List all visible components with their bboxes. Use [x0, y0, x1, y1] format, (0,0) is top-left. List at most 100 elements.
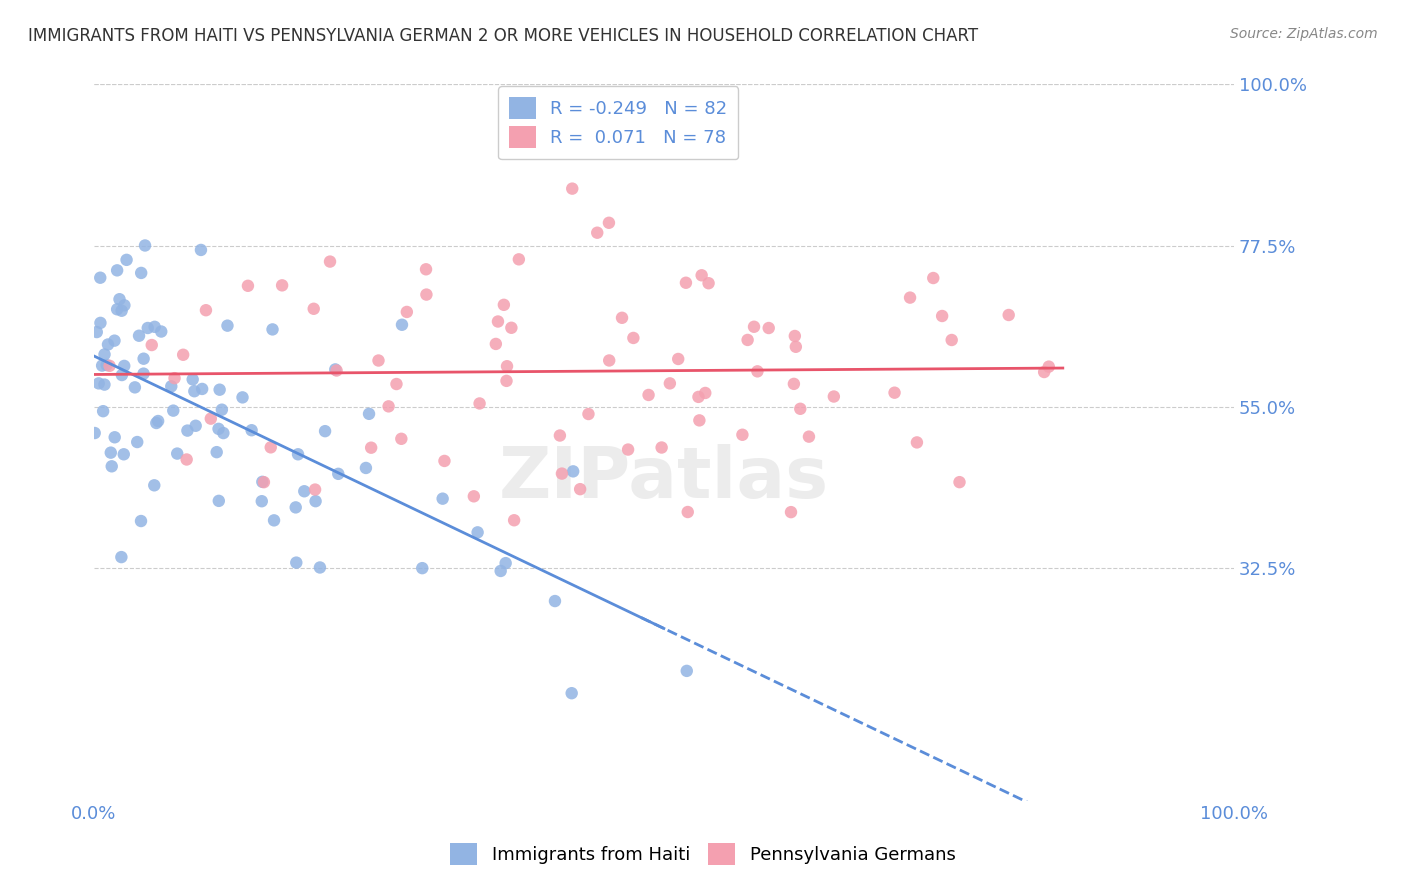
Point: [191, 382, 214, 396]
Point: [905, 435, 928, 450]
Point: [89, 316, 111, 330]
Point: [111, 303, 134, 318]
Point: [166, 447, 188, 461]
Point: [495, 374, 517, 388]
Point: [304, 483, 326, 497]
Point: [468, 396, 491, 410]
Point: [489, 564, 512, 578]
Point: [212, 426, 235, 441]
Point: [562, 464, 585, 478]
Point: [160, 379, 183, 393]
Point: [129, 514, 152, 528]
Point: [143, 319, 166, 334]
Point: [637, 388, 659, 402]
Point: [898, 291, 921, 305]
Point: [183, 384, 205, 399]
Point: [747, 364, 769, 378]
Point: [132, 367, 155, 381]
Point: [87, 376, 110, 391]
Point: [302, 301, 325, 316]
Point: [433, 454, 456, 468]
Point: [93, 347, 115, 361]
Point: [377, 400, 399, 414]
Point: [176, 452, 198, 467]
Point: [385, 377, 408, 392]
Point: [658, 376, 681, 391]
Point: [1038, 359, 1060, 374]
Point: [325, 363, 347, 377]
Point: [737, 333, 759, 347]
Point: [675, 664, 697, 678]
Point: [569, 482, 592, 496]
Point: [561, 181, 583, 195]
Point: [104, 430, 127, 444]
Point: [508, 252, 530, 267]
Point: [548, 428, 571, 442]
Point: [146, 414, 169, 428]
Point: [263, 513, 285, 527]
Point: [695, 386, 717, 401]
Point: [651, 441, 673, 455]
Point: [688, 390, 710, 404]
Point: [463, 489, 485, 503]
Point: [544, 594, 567, 608]
Point: [797, 430, 820, 444]
Point: [997, 308, 1019, 322]
Point: [108, 292, 131, 306]
Point: [205, 445, 228, 459]
Point: [292, 484, 315, 499]
Point: [503, 513, 526, 527]
Point: [105, 302, 128, 317]
Point: [690, 268, 713, 283]
Point: [194, 303, 217, 318]
Point: [485, 337, 508, 351]
Point: [586, 226, 609, 240]
Point: [789, 401, 811, 416]
Point: [211, 402, 233, 417]
Point: [492, 298, 515, 312]
Point: [250, 494, 273, 508]
Point: [357, 407, 380, 421]
Point: [666, 351, 689, 366]
Point: [598, 216, 620, 230]
Point: [127, 435, 149, 450]
Point: [415, 287, 437, 301]
Point: [184, 418, 207, 433]
Point: [697, 277, 720, 291]
Point: [97, 337, 120, 351]
Point: [598, 353, 620, 368]
Point: [948, 475, 970, 490]
Point: [432, 491, 454, 506]
Point: [411, 561, 433, 575]
Point: [236, 278, 259, 293]
Point: [100, 459, 122, 474]
Point: [112, 298, 135, 312]
Text: IMMIGRANTS FROM HAITI VS PENNSYLVANIA GERMAN 2 OR MORE VEHICLES IN HOUSEHOLD COR: IMMIGRANTS FROM HAITI VS PENNSYLVANIA GE…: [28, 27, 979, 45]
Point: [675, 276, 697, 290]
Point: [253, 475, 276, 490]
Point: [91, 404, 114, 418]
Point: [758, 321, 780, 335]
Point: [486, 314, 509, 328]
Point: [319, 254, 342, 268]
Point: [150, 325, 173, 339]
Point: [285, 556, 308, 570]
Point: [181, 372, 204, 386]
Point: [112, 359, 135, 373]
Point: [561, 686, 583, 700]
Point: [578, 407, 600, 421]
Point: [304, 494, 326, 508]
Point: [132, 351, 155, 366]
Point: [112, 447, 135, 461]
Point: [105, 263, 128, 277]
Point: [86, 325, 108, 339]
Text: ZIPatlas: ZIPatlas: [499, 444, 830, 513]
Point: [496, 359, 519, 374]
Point: [360, 441, 382, 455]
Point: [883, 385, 905, 400]
Point: [922, 271, 945, 285]
Point: [240, 423, 263, 437]
Point: [111, 368, 134, 382]
Point: [676, 505, 699, 519]
Point: [110, 550, 132, 565]
